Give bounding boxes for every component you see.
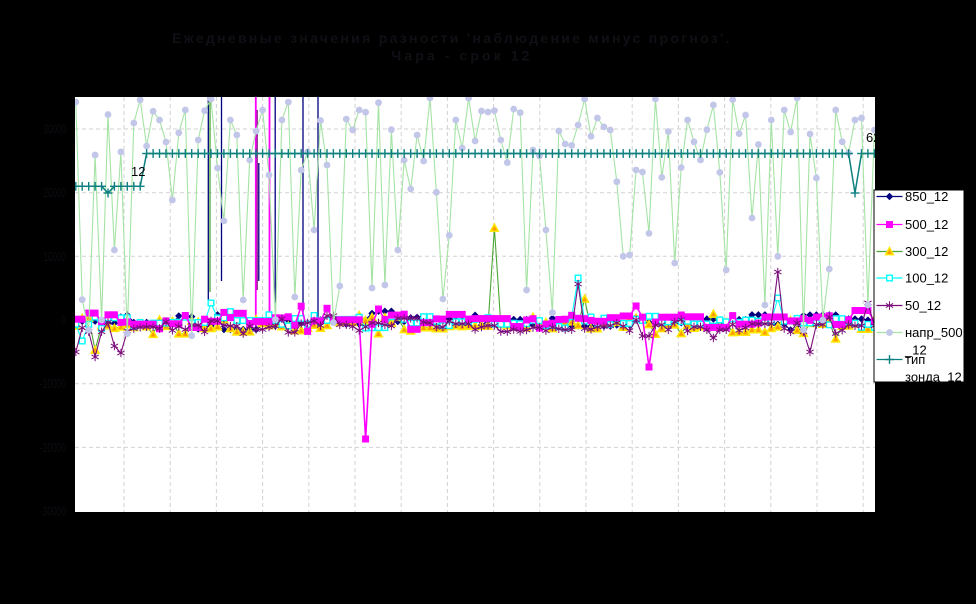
svg-text:Чара - срок 12: Чара - срок 12 [391, 48, 532, 64]
svg-text:100_12: 100_12 [905, 271, 948, 286]
svg-text:62: 62 [866, 130, 880, 145]
svg-text:850_12: 850_12 [905, 189, 948, 204]
svg-text:300_12: 300_12 [905, 244, 948, 259]
svg-text:-20000: -20000 [40, 440, 66, 455]
svg-text:30000: 30000 [44, 122, 67, 137]
svg-text:Ежедневные значения разности ': Ежедневные значения разности 'наблюдение… [172, 30, 732, 46]
svg-text:-30000: -30000 [40, 504, 66, 519]
svg-text:-10000: -10000 [40, 376, 66, 391]
svg-text:_12: _12 [904, 343, 927, 358]
svg-text:12: 12 [131, 164, 145, 179]
svg-text:0: 0 [61, 313, 66, 328]
svg-text:10000: 10000 [44, 249, 67, 264]
svg-text:зонда_12: зонда_12 [905, 370, 962, 385]
svg-text:20000: 20000 [44, 185, 67, 200]
svg-text:тип: тип [905, 352, 925, 367]
svg-text:500_12: 500_12 [905, 217, 948, 232]
svg-text:50_12: 50_12 [905, 298, 941, 313]
svg-text:напр_500: напр_500 [905, 325, 963, 340]
